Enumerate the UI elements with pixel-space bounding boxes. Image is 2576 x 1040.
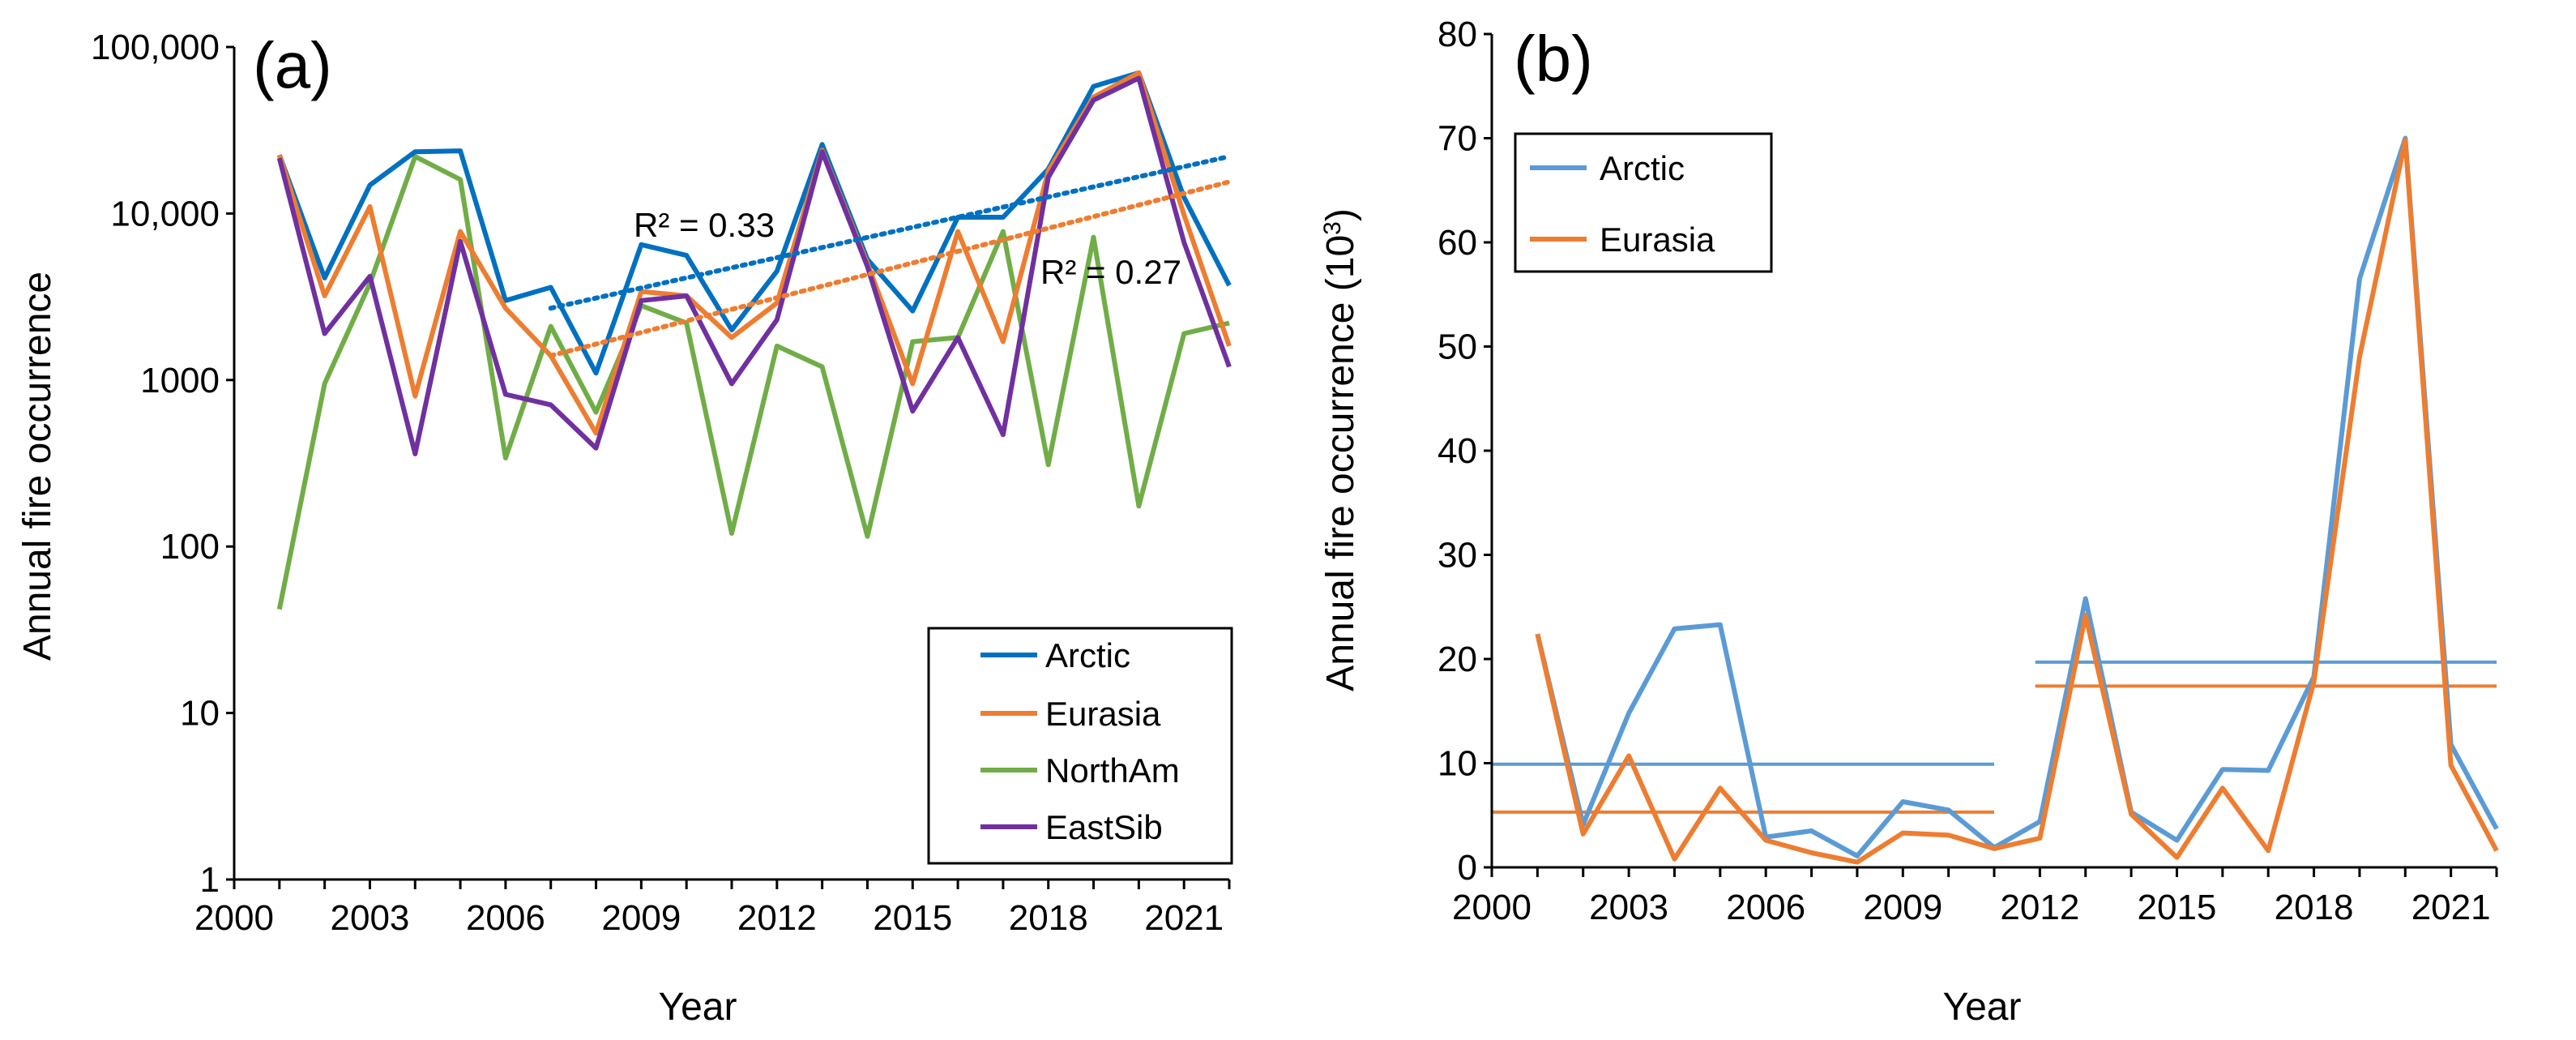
b-y-tick-label-60: 60: [1438, 223, 1477, 263]
a-series-arctic: [276, 70, 1232, 376]
a-y-tick-label-100: 100: [160, 527, 220, 567]
a-ticks: [226, 45, 1231, 889]
a-legend-box: [927, 627, 1233, 865]
a-series-northam: [276, 154, 1230, 610]
b-y-tick-label-40: 40: [1438, 431, 1477, 471]
a-x-tick-label-2009: 2009: [601, 898, 681, 938]
a-y-tick-label-10: 10: [180, 694, 220, 734]
a-series-lines: [276, 70, 1232, 610]
b-legend-label-eurasia: Eurasia: [1600, 220, 1715, 259]
a-x-axis-title: Year: [659, 986, 737, 1029]
b-y-axis-title-main: Annual fire occurrence (10: [1319, 235, 1362, 691]
b-x-tick-label-2009: 2009: [1863, 888, 1942, 927]
a-y-tick-label-1000: 1000: [140, 361, 220, 400]
a-y-tick-label-10-000: 10,000: [110, 194, 220, 233]
b-y-tick-label-20: 20: [1438, 640, 1477, 679]
b-x-tick-label-2003: 2003: [1589, 888, 1668, 927]
a-legend: Arctic Eurasia NorthAm EastSib: [927, 627, 1233, 865]
a-x-tick-label-2003: 2003: [331, 898, 410, 938]
b-y-axis-title: Annual fire occurrence (103): [1319, 208, 1363, 691]
a-axes: [233, 47, 1229, 881]
b-axes: [1490, 34, 2497, 869]
b-x-tick-label-2021: 2021: [2412, 888, 2491, 927]
b-legend-label-arctic: Arctic: [1600, 149, 1685, 187]
a-trend-label-eurasia: R² = 0.27: [1040, 253, 1181, 291]
a-trend-label-arctic: R² = 0.33: [634, 206, 775, 244]
b-y-tick-label-80: 80: [1438, 15, 1477, 54]
b-x-tick-label-2012: 2012: [2000, 888, 2079, 927]
b-x-tick-label-2000: 2000: [1452, 888, 1532, 927]
a-x-tick-label-2006: 2006: [466, 898, 545, 938]
a-y-tick-label-100-000: 100,000: [91, 28, 220, 67]
a-trendlines: [548, 154, 1232, 358]
a-legend-label-arctic: Arctic: [1045, 636, 1130, 674]
b-ticks: [1484, 32, 2498, 877]
b-series-arctic: [1535, 135, 2499, 858]
b-y-axis-title-sup: 3: [1319, 221, 1346, 235]
b-x-axis-title: Year: [1943, 986, 2022, 1029]
b-y-tick-label-70: 70: [1438, 119, 1477, 159]
b-y-tick-label-30: 30: [1438, 536, 1477, 576]
b-x-tick-label-2015: 2015: [2138, 888, 2217, 927]
b-legend: Arctic Eurasia: [1514, 132, 1773, 273]
a-legend-label-eastsib: EastSib: [1045, 808, 1163, 846]
b-x-tick-label-2018: 2018: [2275, 888, 2354, 927]
panel-b: 0 10 20 30 40 50 60 70 80 2000 2003 2006 2009 2012 201…: [1319, 15, 2499, 1029]
b-y-tick-label-0: 0: [1458, 848, 1477, 888]
a-tick-labels: 1 10 100 1000 10,000 100,000 2000 2003 2006 2009 2…: [91, 28, 1224, 938]
b-y-tick-label-50: 50: [1438, 327, 1477, 367]
a-legend-label-northam: NorthAm: [1045, 751, 1180, 790]
a-legend-label-eurasia: Eurasia: [1045, 695, 1161, 733]
a-x-tick-label-2012: 2012: [737, 898, 817, 938]
a-trendline-arctic: [548, 154, 1232, 311]
a-y-tick-label-1: 1: [200, 860, 220, 900]
a-series-eastsib: [276, 75, 1232, 456]
b-y-axis-title-end: ): [1319, 208, 1362, 221]
b-x-tick-label-2006: 2006: [1726, 888, 1805, 927]
a-trendline-eurasia: [548, 179, 1232, 358]
b-panel-label: (b): [1514, 23, 1593, 95]
a-x-tick-label-2018: 2018: [1009, 898, 1088, 938]
b-tick-labels: 0 10 20 30 40 50 60 70 80 2000 2003 2006 2009 2012 201…: [1438, 15, 2491, 927]
a-x-tick-label-2021: 2021: [1144, 898, 1224, 938]
b-legend-box: [1514, 132, 1773, 273]
b-series-eurasia: [1535, 138, 2499, 865]
b-series-lines: [1535, 135, 2499, 865]
panel-a: 1 10 100 1000 10,000 100,000 2000 2003 2006 2009 2…: [16, 28, 1233, 1029]
a-panel-label: (a): [253, 29, 332, 101]
a-x-tick-label-2000: 2000: [194, 898, 274, 938]
b-y-tick-label-10: 10: [1438, 744, 1477, 784]
a-x-tick-label-2015: 2015: [873, 898, 952, 938]
a-y-axis-title: Annual fire occurrence: [16, 272, 59, 661]
